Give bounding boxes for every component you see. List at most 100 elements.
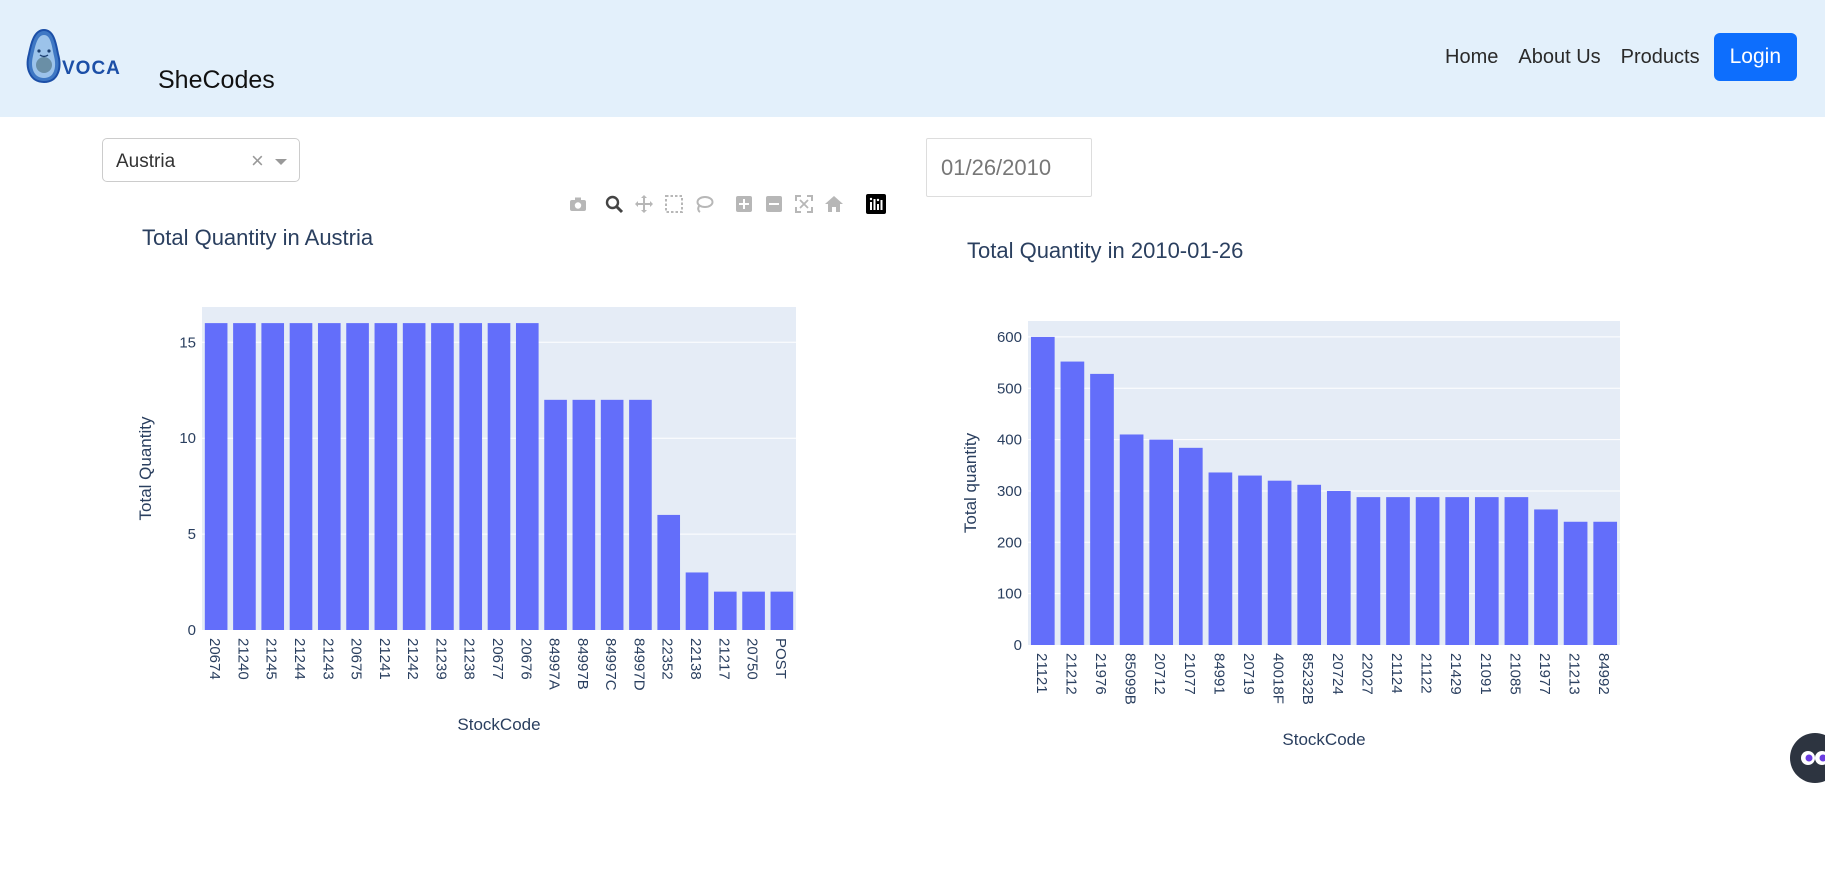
bar-20750[interactable] — [742, 591, 765, 630]
bar-84997A[interactable] — [544, 399, 567, 630]
x-tick-label: 21091 — [1477, 653, 1494, 695]
bar-21244[interactable] — [289, 323, 313, 630]
y-tick-label: 10 — [179, 430, 196, 447]
x-tick-label: 21213 — [1566, 653, 1583, 695]
pan-icon[interactable] — [634, 194, 654, 214]
bar-21241[interactable] — [374, 323, 398, 630]
x-tick-label: 21240 — [234, 638, 251, 680]
nav-products-link[interactable]: Products — [1620, 45, 1700, 68]
chevron-down-icon[interactable] — [275, 159, 287, 165]
x-tick-label: 21976 — [1092, 653, 1109, 695]
box-select-icon[interactable] — [664, 194, 684, 214]
bar-POST[interactable] — [770, 591, 794, 630]
bar-22352[interactable] — [657, 514, 681, 630]
bar-21085[interactable] — [1504, 497, 1529, 645]
bar-21217[interactable] — [713, 591, 737, 630]
nav-home-link[interactable]: Home — [1445, 45, 1499, 68]
bar-21213[interactable] — [1563, 521, 1588, 645]
x-tick-label: 21239 — [432, 638, 449, 680]
camera-icon[interactable] — [568, 194, 588, 214]
x-tick-label: 22138 — [687, 638, 704, 680]
bar-85232B[interactable] — [1297, 484, 1322, 645]
y-tick-label: 400 — [997, 432, 1022, 449]
bar-20676[interactable] — [515, 323, 539, 630]
clear-icon[interactable]: × — [251, 148, 264, 173]
nav-about-link[interactable]: About Us — [1518, 45, 1601, 68]
login-button[interactable]: Login — [1713, 33, 1797, 81]
bar-21976[interactable] — [1090, 373, 1114, 645]
bar-20675[interactable] — [346, 323, 369, 630]
bar-85099B[interactable] — [1119, 434, 1144, 645]
y-tick-label: 100 — [997, 586, 1022, 603]
bar-20724[interactable] — [1326, 490, 1351, 645]
bar-20712[interactable] — [1149, 439, 1174, 645]
bar-84997C[interactable] — [600, 399, 624, 630]
lasso-icon[interactable] — [694, 194, 714, 214]
bar-84992[interactable] — [1593, 521, 1618, 645]
zoom-out-icon[interactable] — [764, 194, 784, 214]
bar-21242[interactable] — [402, 323, 426, 630]
bar-21977[interactable] — [1534, 509, 1558, 645]
x-tick-label: 20676 — [517, 638, 534, 680]
bar-21240[interactable] — [233, 323, 256, 630]
bar-22027[interactable] — [1356, 497, 1381, 645]
chat-widget-button[interactable] — [1790, 733, 1825, 783]
bar-22138[interactable] — [685, 572, 709, 630]
bar-21243[interactable] — [317, 323, 341, 630]
plotly-logo-icon[interactable] — [866, 194, 886, 214]
bar-21429[interactable] — [1445, 497, 1470, 645]
bar-84997B[interactable] — [572, 399, 596, 630]
autoscale-icon[interactable] — [794, 194, 814, 214]
bar-21121[interactable] — [1030, 336, 1055, 645]
x-tick-label: 21212 — [1062, 653, 1079, 695]
zoom-icon[interactable] — [604, 194, 624, 214]
bar-21245[interactable] — [261, 323, 285, 630]
zoom-in-icon[interactable] — [734, 194, 754, 214]
x-tick-label: 21085 — [1506, 653, 1523, 695]
bar-20677[interactable] — [487, 323, 511, 630]
bar-21212[interactable] — [1060, 361, 1085, 645]
x-tick-label: 21121 — [1033, 653, 1050, 694]
bar-40018F[interactable] — [1267, 480, 1292, 645]
bar-20719[interactable] — [1238, 475, 1262, 645]
brand-name[interactable]: SheCodes — [158, 66, 275, 94]
y-tick-label: 300 — [997, 483, 1022, 500]
x-tick-label: 21429 — [1447, 653, 1464, 695]
x-tick-label: 21243 — [319, 638, 336, 680]
x-tick-label: 21238 — [461, 638, 478, 680]
bar-21239[interactable] — [431, 323, 454, 630]
x-tick-label: 20724 — [1329, 653, 1346, 695]
y-tick-label: 200 — [997, 534, 1022, 551]
x-tick-label: 84992 — [1595, 653, 1612, 695]
bar-21122[interactable] — [1415, 497, 1440, 645]
country-dropdown-value: Austria — [116, 151, 176, 172]
bar-20674[interactable] — [204, 323, 228, 630]
reset-axes-icon[interactable] — [824, 194, 844, 214]
x-tick-label: 21124 — [1388, 653, 1405, 694]
y-tick-label: 5 — [188, 526, 196, 543]
x-tick-label: 84991 — [1210, 653, 1227, 695]
date-picker-input[interactable] — [926, 138, 1092, 197]
bar-21077[interactable] — [1178, 447, 1203, 645]
bar-84997D[interactable] — [629, 399, 652, 630]
logo-text: VOCA — [62, 58, 121, 79]
nav-links: Home About Us Products Login — [1425, 33, 1797, 81]
x-tick-label: 21077 — [1181, 653, 1198, 695]
brand[interactable]: VOCA SheCodes — [24, 28, 275, 94]
bar-21124[interactable] — [1386, 497, 1410, 645]
x-tick-label: 20677 — [489, 638, 506, 680]
x-tick-label: 22352 — [659, 638, 676, 680]
bar-21091[interactable] — [1474, 497, 1499, 645]
x-tick-label: 20712 — [1151, 653, 1168, 695]
x-axis-title: StockCode — [457, 715, 540, 734]
chart-title: Total Quantity in Austria — [142, 225, 374, 250]
y-tick-label: 15 — [179, 334, 196, 351]
avocado-logo[interactable]: VOCA — [24, 28, 129, 84]
bar-84991[interactable] — [1208, 472, 1233, 645]
country-dropdown[interactable]: Austria × — [102, 138, 300, 182]
chart-austria[interactable]: Total Quantity in Austria 0 5 10 15 20674 2124… — [120, 215, 840, 745]
chart-date[interactable]: Total Quantity in 2010-01-26 0 100 200 300 40… — [945, 228, 1665, 758]
x-tick-label: 21977 — [1536, 653, 1553, 695]
bar-21238[interactable] — [459, 323, 483, 630]
x-tick-label: 21242 — [404, 638, 421, 680]
